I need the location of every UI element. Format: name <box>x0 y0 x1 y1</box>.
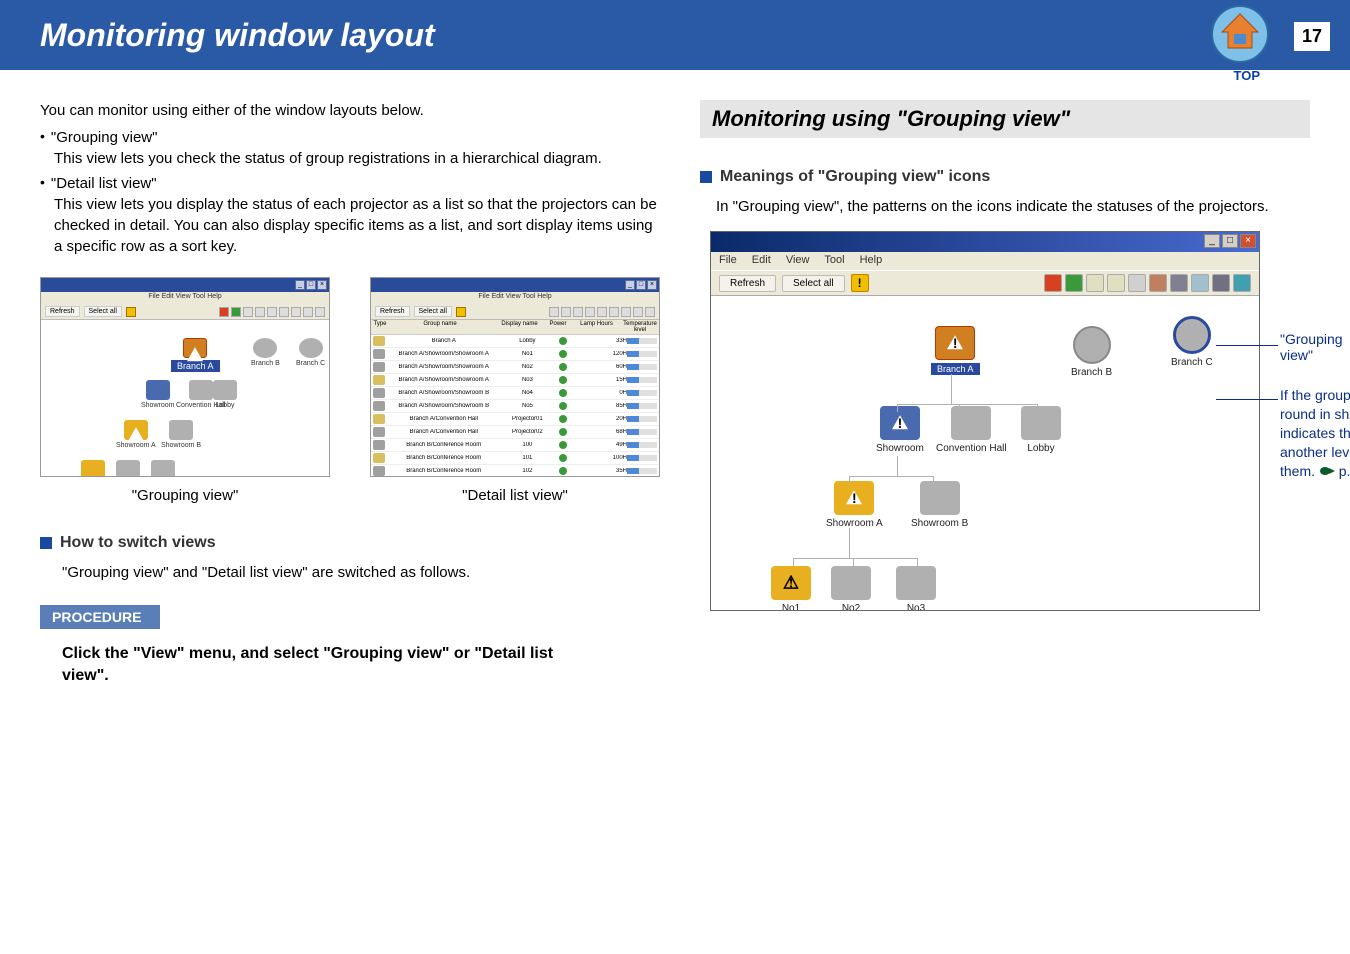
howto-heading-text: How to switch views <box>60 534 216 552</box>
node-convention[interactable]: Convention Hall <box>936 406 1007 454</box>
intro-text: You can monitor using either of the wind… <box>40 100 660 121</box>
table-row: Branch A/Convention HallProjector0268H <box>371 426 659 439</box>
node-lobby[interactable]: Lobby <box>1021 406 1061 454</box>
annotation-line-1 <box>1216 345 1278 346</box>
menubar[interactable]: File Edit View Tool Help <box>711 252 1259 270</box>
section-title: Monitoring using "Grouping view" <box>700 100 1310 138</box>
node-no1[interactable]: ⚠No1 <box>771 566 811 611</box>
detail-list-caption: "Detail list view" <box>370 487 660 504</box>
node-showroom[interactable]: !Showroom <box>876 406 924 454</box>
page-ref-link[interactable]: p.18 <box>1339 463 1350 479</box>
toolbar-icon[interactable] <box>1233 274 1251 292</box>
bullet-dot: • <box>40 173 45 193</box>
toolbar: Refresh Select all ! <box>711 270 1259 296</box>
page-number: 17 <box>1294 22 1330 51</box>
square-bullet-icon <box>40 537 52 549</box>
node-showroom-a[interactable]: !Showroom A <box>826 481 883 529</box>
howto-heading: How to switch views <box>40 534 660 552</box>
toolbar-iconset <box>1044 274 1251 292</box>
window-titlebar: _ □ × <box>711 232 1259 252</box>
menu-help[interactable]: Help <box>860 254 883 266</box>
grouping-view-thumbnail: _□× File Edit View Tool Help Refresh Sel… <box>40 277 330 477</box>
node-no3[interactable]: No3 <box>896 566 936 611</box>
table-row: Branch A/Convention HallProjector0120H <box>371 413 659 426</box>
table-row: Branch B/Conference Room101100H <box>371 452 659 465</box>
bullet-1: • "Grouping view" <box>40 127 660 148</box>
power-on-icon[interactable] <box>1065 274 1083 292</box>
grouping-view-canvas: ! Branch A Branch B Branch C !Showroom C… <box>711 296 1259 610</box>
menu-edit[interactable]: Edit <box>752 254 771 266</box>
node-branch-b[interactable]: Branch B <box>1071 326 1112 378</box>
procedure-text: Click the "View" menu, and select "Group… <box>62 643 582 688</box>
bullet-2: • "Detail list view" <box>40 173 660 194</box>
node-showroom-b[interactable]: Showroom B <box>911 481 968 529</box>
bullet-1-desc: This view lets you check the status of g… <box>54 148 660 169</box>
howto-desc: "Grouping view" and "Detail list view" a… <box>62 562 660 583</box>
bullet-2-label: "Detail list view" <box>51 173 157 194</box>
detail-list-thumb-block: _□× File Edit View Tool Help Refresh Sel… <box>370 277 660 504</box>
grouping-view-thumb-block: _□× File Edit View Tool Help Refresh Sel… <box>40 277 330 504</box>
menu-view[interactable]: View <box>786 254 810 266</box>
meanings-desc: In "Grouping view", the patterns on the … <box>716 196 1310 217</box>
grouping-view-caption: "Grouping view" <box>40 487 330 504</box>
right-column: Monitoring using "Grouping view" Meaning… <box>700 100 1310 688</box>
annotation-grouping-view: "Grouping view" <box>1280 331 1343 363</box>
content: You can monitor using either of the wind… <box>0 70 1350 688</box>
bullet-1-label: "Grouping view" <box>51 127 158 148</box>
page-header: Monitoring window layout 17 <box>0 0 1350 70</box>
detail-list-thumbnail: _□× File Edit View Tool Help Refresh Sel… <box>370 277 660 477</box>
thumbnails-row: _□× File Edit View Tool Help Refresh Sel… <box>40 277 660 504</box>
close-button[interactable]: × <box>1240 234 1256 248</box>
page-title: Monitoring window layout <box>40 17 435 54</box>
toolbar-icon[interactable] <box>1128 274 1146 292</box>
square-bullet-icon <box>700 171 712 183</box>
maximize-button[interactable]: □ <box>1222 234 1238 248</box>
select-all-button[interactable]: Select all <box>782 275 845 292</box>
node-no2[interactable]: No2 <box>831 566 871 611</box>
table-row: Branch A/Showroom/Showroom ANo260H <box>371 361 659 374</box>
table-row: Branch B/Conference Room10049H <box>371 439 659 452</box>
left-column: You can monitor using either of the wind… <box>40 100 660 688</box>
bullet-dot: • <box>40 127 45 147</box>
toolbar-icon[interactable] <box>1086 274 1104 292</box>
grouping-view-screenshot: _ □ × File Edit View Tool Help Refresh S… <box>710 231 1260 611</box>
toolbar-icon[interactable] <box>1212 274 1230 292</box>
table-row: Branch ALobby33H <box>371 335 659 348</box>
toolbar-icon[interactable] <box>1191 274 1209 292</box>
page-ref-icon[interactable] <box>1319 462 1335 481</box>
home-icon[interactable] <box>1210 4 1270 64</box>
refresh-button[interactable]: Refresh <box>719 275 776 292</box>
power-off-icon[interactable] <box>1044 274 1062 292</box>
table-row: Branch A/Showroom/Showroom BNo40H <box>371 387 659 400</box>
minimize-button[interactable]: _ <box>1204 234 1220 248</box>
bullet-2-desc: This view lets you display the status of… <box>54 194 660 257</box>
node-branch-a[interactable]: ! Branch A <box>931 326 980 375</box>
annotation-round-icons: If the group icons are round in shape, i… <box>1280 386 1350 480</box>
screenshot-annotated: _ □ × File Edit View Tool Help Refresh S… <box>700 231 1310 611</box>
toolbar-icon[interactable] <box>1170 274 1188 292</box>
toolbar-icon[interactable] <box>1107 274 1125 292</box>
menu-file[interactable]: File <box>719 254 737 266</box>
table-row: Branch A/Showroom/Showroom BNo585H <box>371 400 659 413</box>
toolbar-icon[interactable] <box>1149 274 1167 292</box>
top-label: TOP <box>1234 68 1261 83</box>
table-row: Branch B/Conference Room10235H <box>371 465 659 476</box>
menu-tool[interactable]: Tool <box>824 254 844 266</box>
annotation-line-2 <box>1216 399 1278 400</box>
warning-icon[interactable]: ! <box>851 274 869 292</box>
table-row: Branch A/Showroom/Showroom ANo1120H <box>371 348 659 361</box>
procedure-label: PROCEDURE <box>40 605 160 629</box>
meanings-heading-text: Meanings of "Grouping view" icons <box>720 168 990 186</box>
meanings-heading: Meanings of "Grouping view" icons <box>700 168 1310 186</box>
table-row: Branch A/Showroom/Showroom ANo315H <box>371 374 659 387</box>
node-branch-c[interactable]: Branch C <box>1171 316 1213 368</box>
